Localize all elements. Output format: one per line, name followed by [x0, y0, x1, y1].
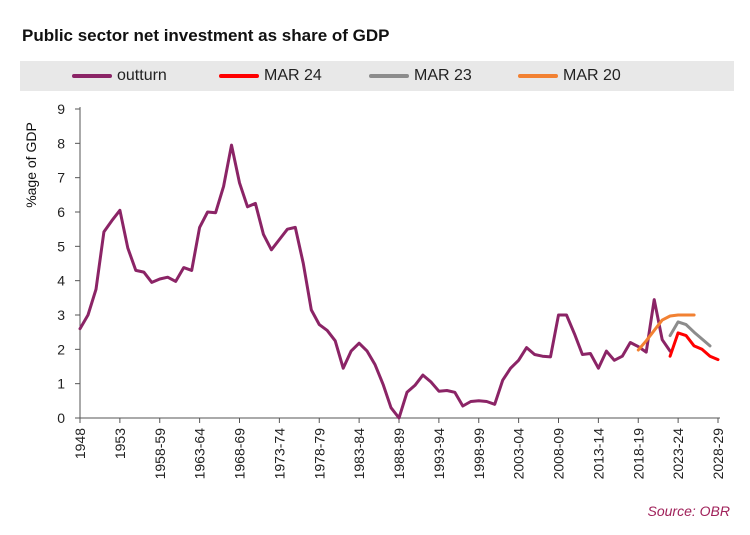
y-tick-label: 2	[57, 341, 65, 357]
y-tick-label: 1	[57, 376, 65, 392]
legend-item-mar24: MAR 24	[219, 67, 322, 85]
x-tick-label: 1993-94	[431, 428, 447, 480]
chart-title: Public sector net investment as share of…	[22, 26, 390, 45]
series-line-mar-20	[636, 313, 696, 352]
legend-item-mar23: MAR 23	[369, 67, 472, 85]
legend-item-mar20: MAR 20	[518, 67, 621, 85]
legend-swatch-mar23	[369, 74, 409, 78]
x-tick-label: 2028-29	[710, 428, 726, 480]
x-tick-label: 2018-19	[630, 428, 646, 480]
y-tick-label: 6	[57, 204, 65, 220]
x-tick-label: 1998-99	[471, 428, 487, 480]
legend-label-outturn: outturn	[117, 67, 167, 84]
x-tick-label: 2008-09	[551, 428, 567, 480]
legend: outturn MAR 24 MAR 23 MAR 20	[20, 61, 734, 91]
x-tick-label: 1953	[112, 428, 128, 459]
legend-label-mar24: MAR 24	[264, 67, 322, 84]
x-tick-label: 1948	[72, 428, 88, 459]
y-tick-label: 9	[57, 101, 65, 117]
legend-swatch-outturn	[72, 74, 112, 78]
y-axis-title: %age of GDP	[23, 122, 39, 208]
y-tick-label: 0	[57, 410, 65, 426]
y-tick-label: 5	[57, 238, 65, 254]
y-tick-label: 4	[57, 273, 65, 289]
x-tick-label: 1958-59	[152, 428, 168, 480]
legend-label-mar23: MAR 23	[414, 67, 472, 84]
legend-swatch-mar24	[219, 74, 259, 78]
legend-label-mar20: MAR 20	[563, 67, 621, 84]
legend-item-outturn: outturn	[72, 67, 167, 85]
series-line-mar-24	[668, 331, 720, 362]
series-line-mar-23	[668, 320, 712, 348]
x-tick-label: 2013-14	[590, 428, 606, 480]
x-tick-label: 1988-89	[391, 428, 407, 480]
x-tick-label: 2023-24	[670, 428, 686, 480]
y-tick-label: 3	[57, 307, 65, 323]
y-tick-label: 7	[57, 170, 65, 186]
x-tick-label: 1973-74	[271, 428, 287, 480]
x-tick-label: 1978-79	[311, 428, 327, 480]
y-tick-label: 8	[57, 135, 65, 151]
x-tick-label: 1963-64	[192, 428, 208, 480]
x-tick-label: 2003-04	[511, 428, 527, 480]
source-note: Source: OBR	[647, 503, 730, 519]
legend-swatch-mar20	[518, 74, 558, 78]
x-tick-label: 1968-69	[232, 428, 248, 480]
series-line-outturn	[78, 143, 672, 420]
x-tick-label: 1983-84	[351, 428, 367, 480]
